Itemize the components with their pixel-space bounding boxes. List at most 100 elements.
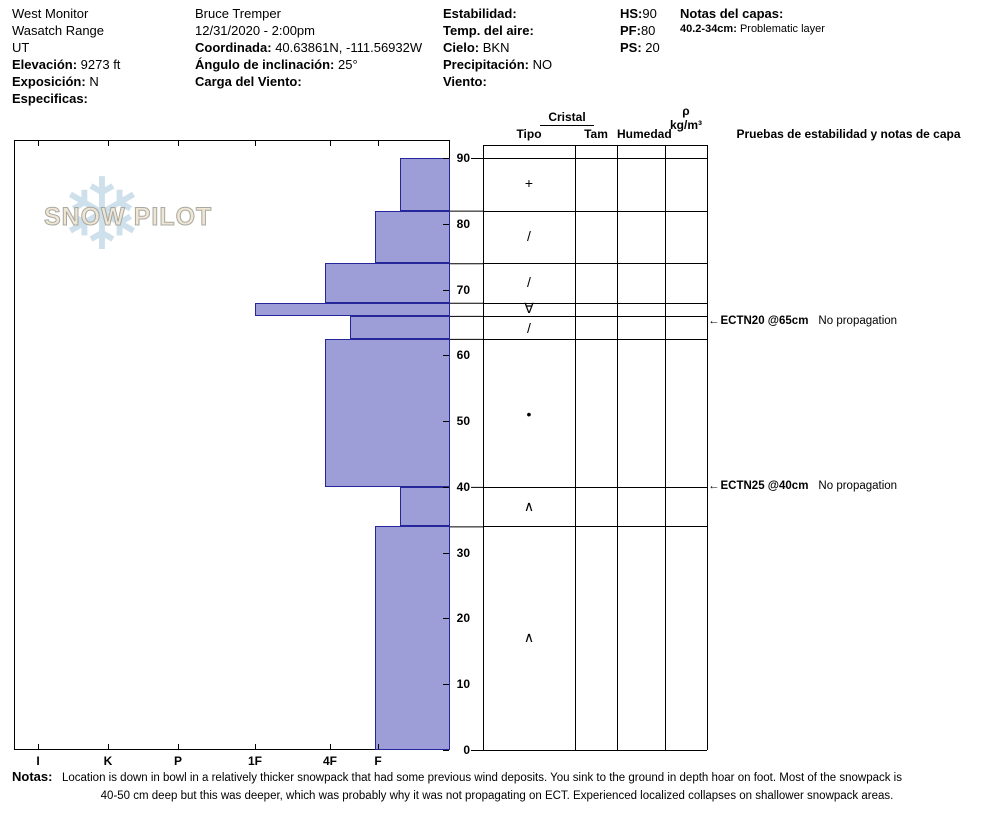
snowpilot-watermark: ❄ SNOW PILOT [30, 160, 230, 280]
test-result: No propagation [818, 315, 898, 328]
precip-label: Precipitación: [443, 57, 529, 72]
layer-note-text: Problematic layer [739, 23, 825, 35]
pit-depth: PF:80 [620, 22, 660, 39]
precip-value: NO [532, 57, 553, 72]
hardness-tick-top [255, 141, 256, 146]
aspect-value: N [89, 74, 99, 89]
depth-tick [443, 289, 449, 291]
hardness-axis-label: 4F [322, 754, 337, 768]
slope-angle-label: Ángulo de inclinación: [195, 57, 335, 72]
profile-bar-layer [375, 526, 450, 750]
depth-tick [443, 421, 449, 423]
layer-notes-column: Notas del capas: 40.2-34cm: Problematic … [680, 5, 825, 37]
depth-axis-label: 50 [450, 414, 471, 429]
notes-label: Notas: [12, 769, 53, 784]
layer-boundary-line [483, 315, 707, 317]
crystal-type-header: Tipo [516, 127, 542, 141]
hardness-axis-label: I [36, 754, 40, 768]
hardness-axis-label: K [103, 754, 113, 768]
layer-connector-lines [450, 158, 483, 751]
slope-angle-value: 25° [338, 57, 358, 72]
site-info-column: West Monitor Wasatch Range UT Elevación:… [12, 5, 120, 107]
test-result: No propagation [818, 479, 898, 492]
air-temp: Temp. del aire: [443, 22, 552, 39]
hardness-tick-bottom [108, 744, 109, 749]
conditions-column: Estabilidad: Temp. del aire: Cielo: BKN … [443, 5, 552, 90]
layer-boundary-line [483, 302, 707, 304]
wind-loading-label: Carga del Viento: [195, 74, 302, 89]
profile-bar-layer [255, 302, 450, 316]
layer-note-range: 40.2-34cm: [680, 23, 737, 35]
hs-value: 90 [642, 6, 657, 21]
coordinates-value: 40.63861N, -111.56932W [275, 40, 423, 55]
hardness-tick-top [378, 141, 379, 146]
layer-boundary-line [483, 750, 707, 751]
observer-name: Bruce Tremper [195, 6, 281, 21]
grain-symbol-faceted-crystals: ∧ [523, 629, 535, 646]
elevation-label: Elevación: [12, 57, 78, 72]
test-label: ECTN25 @40cm [720, 479, 809, 492]
specifics-label: Especificas: [12, 91, 88, 106]
layer-boundary-line [483, 526, 707, 528]
hardness-tick-top [108, 141, 109, 146]
profile-bar-layer [400, 158, 450, 211]
profile-bar-layer [325, 338, 450, 487]
depths-column: HS:90 PF:80 PS: 20 [620, 5, 660, 56]
elevation-value: 9273 ft [80, 57, 121, 72]
grid-column-line [617, 145, 618, 750]
hardness-tick-bottom [330, 744, 331, 749]
grain-symbol-precipitation-particles: + [524, 175, 534, 192]
density-units-header: kg/m³ [669, 118, 702, 132]
stability-tests-header: Pruebas de estabilidad y notas de capa [736, 127, 961, 141]
depth-tick [443, 750, 449, 751]
precipitation: Precipitación: NO [443, 56, 552, 73]
hardness-tick-top [38, 141, 39, 146]
depth-tick [443, 355, 449, 357]
layer-note-item: 40.2-34cm: Problematic layer [680, 22, 825, 37]
site-specifics: Especificas: [12, 90, 120, 107]
watermark-text: SNOW PILOT [43, 203, 213, 232]
ps-depth: PS: 20 [620, 39, 660, 56]
profile-bar-layer [400, 486, 450, 527]
crystal-header-text: Cristal [540, 110, 594, 126]
grid-column-line [665, 145, 666, 750]
profile-bar-layer [350, 315, 450, 339]
hardness-tick-bottom [378, 744, 379, 749]
notes-line1: Location is down in bowl in a relatively… [62, 772, 902, 784]
layer-notes-title-text: Notas del capas: [680, 6, 784, 21]
air-temp-label: Temp. del aire: [443, 23, 534, 38]
depth-axis-label: 40 [450, 479, 471, 494]
grain-symbol-faceted-crystals: ∧ [523, 497, 535, 514]
hardness-axis-label: 1F [247, 754, 262, 768]
arrow-left-icon: ← [708, 315, 720, 328]
depth-tick [443, 684, 449, 686]
total-depth: HS:90 [620, 5, 660, 22]
grain-symbol-decomposing-fragments: / [527, 227, 531, 244]
layer-boundary-line [483, 158, 707, 159]
grid-column-line [483, 145, 484, 750]
grid-top-line [483, 145, 707, 146]
layer-boundary-line [483, 338, 707, 340]
grid-column-line [707, 145, 708, 750]
sky-cover: Cielo: BKN [443, 39, 552, 56]
depth-axis-label: 20 [450, 611, 471, 626]
hardness-tick-bottom [38, 744, 39, 749]
depth-tick [443, 158, 449, 159]
grain-symbol-depth-hoar: ∀ [524, 300, 534, 317]
layer-boundary-line [483, 263, 707, 265]
depth-tick [443, 486, 449, 488]
grid-column-line [575, 145, 576, 750]
density-symbol-header: ρ [682, 104, 690, 118]
snow-profile-chart: ❄ SNOW PILOT 0 10 20 30 40 50 60 70 80 90 I K P 1F 4F F… [0, 140, 994, 772]
sky-label: Cielo: [443, 40, 480, 55]
layer-notes-title: Notas del capas: [680, 5, 825, 22]
grain-symbol-rounded-grains: • [526, 405, 532, 422]
stability-test-note: ←ECTN25 @40cm No propagation [708, 479, 897, 494]
aspect-label: Exposición: [12, 74, 86, 89]
ps-value: 20 [645, 40, 660, 55]
pf-label: PF: [620, 23, 641, 38]
observer-info-column: Bruce Tremper 12/31/2020 - 2:00pm Coordi… [195, 5, 422, 90]
site-aspect: Exposición: N [12, 73, 120, 90]
sky-value: BKN [482, 40, 510, 55]
grain-symbol-decomposing-fragments: / [527, 273, 531, 290]
